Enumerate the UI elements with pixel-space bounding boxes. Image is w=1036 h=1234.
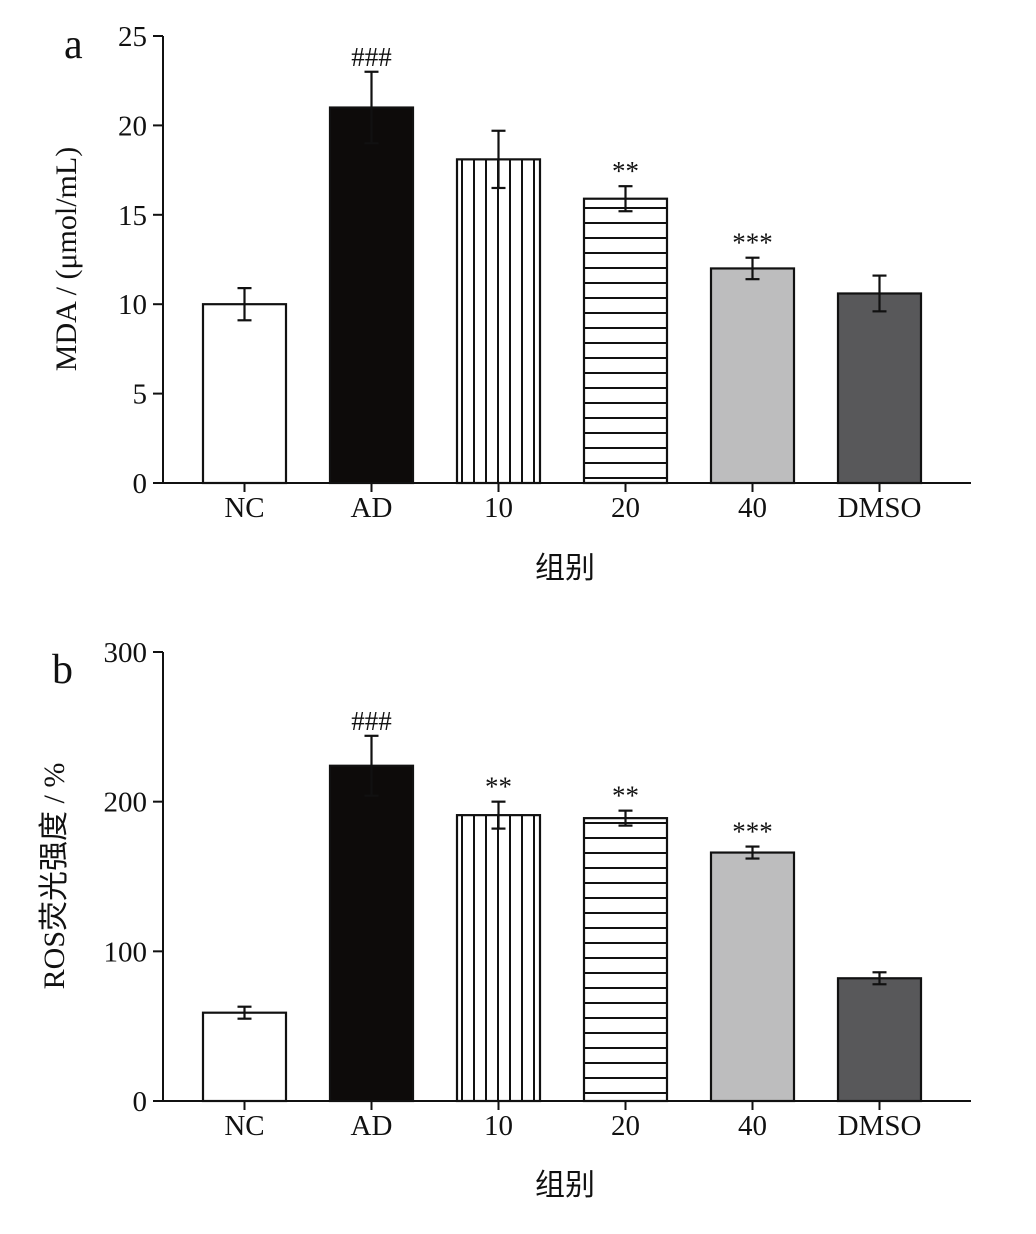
significance-label: ### (351, 706, 392, 736)
panel-label: b (52, 647, 73, 693)
bar (201, 303, 288, 485)
bar (709, 267, 796, 485)
y-tick-label: 10 (118, 289, 147, 321)
chart-a: a 组别 MDA / (μmol/mL) 0 5 10 15 20 25 NC ### AD 10… (50, 21, 971, 585)
bar (582, 197, 669, 485)
significance-label: ** (612, 781, 639, 811)
significance-label: *** (732, 228, 773, 258)
x-axis-title: 组别 (535, 1169, 595, 1202)
y-tick-label: 15 (118, 200, 147, 232)
significance-label: ** (612, 156, 639, 186)
y-axis-title: ROS荧光强度 / % (38, 763, 71, 990)
bar (709, 851, 796, 1103)
y-tick-label: 25 (118, 21, 147, 53)
y-tick-label: 5 (133, 379, 148, 411)
x-tick-label: AD (351, 1110, 393, 1142)
panel-label: a (64, 22, 83, 68)
bar (201, 1011, 288, 1103)
x-tick-label: 40 (738, 492, 767, 524)
bar (836, 292, 923, 485)
x-tick-label: DMSO (838, 492, 922, 524)
y-axis-title: MDA / (μmol/mL) (50, 147, 83, 371)
x-tick-label: 20 (611, 1110, 640, 1142)
significance-label: ### (351, 42, 392, 72)
x-tick-label: AD (351, 492, 393, 524)
x-tick-label: 20 (611, 492, 640, 524)
x-tick-label: 40 (738, 1110, 767, 1142)
y-tick-label: 0 (133, 468, 148, 500)
x-tick-label: 10 (484, 492, 513, 524)
significance-label: *** (732, 817, 773, 847)
x-tick-label: DMSO (838, 1110, 922, 1142)
significance-label: ** (485, 772, 512, 802)
y-tick-label: 0 (133, 1086, 148, 1118)
y-tick-label: 20 (118, 110, 147, 142)
bar (836, 977, 923, 1103)
bar (455, 158, 542, 485)
x-tick-label: NC (224, 1110, 264, 1142)
bar (328, 106, 415, 485)
bar (582, 817, 669, 1103)
y-tick-label: 300 (104, 637, 148, 669)
bar (328, 764, 415, 1103)
x-axis-title: 组别 (535, 552, 595, 585)
x-tick-label: 10 (484, 1110, 513, 1142)
y-tick-label: 100 (104, 936, 148, 968)
chart-b: b 组别 ROS荧光强度 / % 0 100 200 300 NC ### AD ** 10 **… (38, 637, 971, 1202)
y-tick-label: 200 (104, 787, 148, 819)
bar (455, 814, 542, 1103)
x-tick-label: NC (224, 492, 264, 524)
